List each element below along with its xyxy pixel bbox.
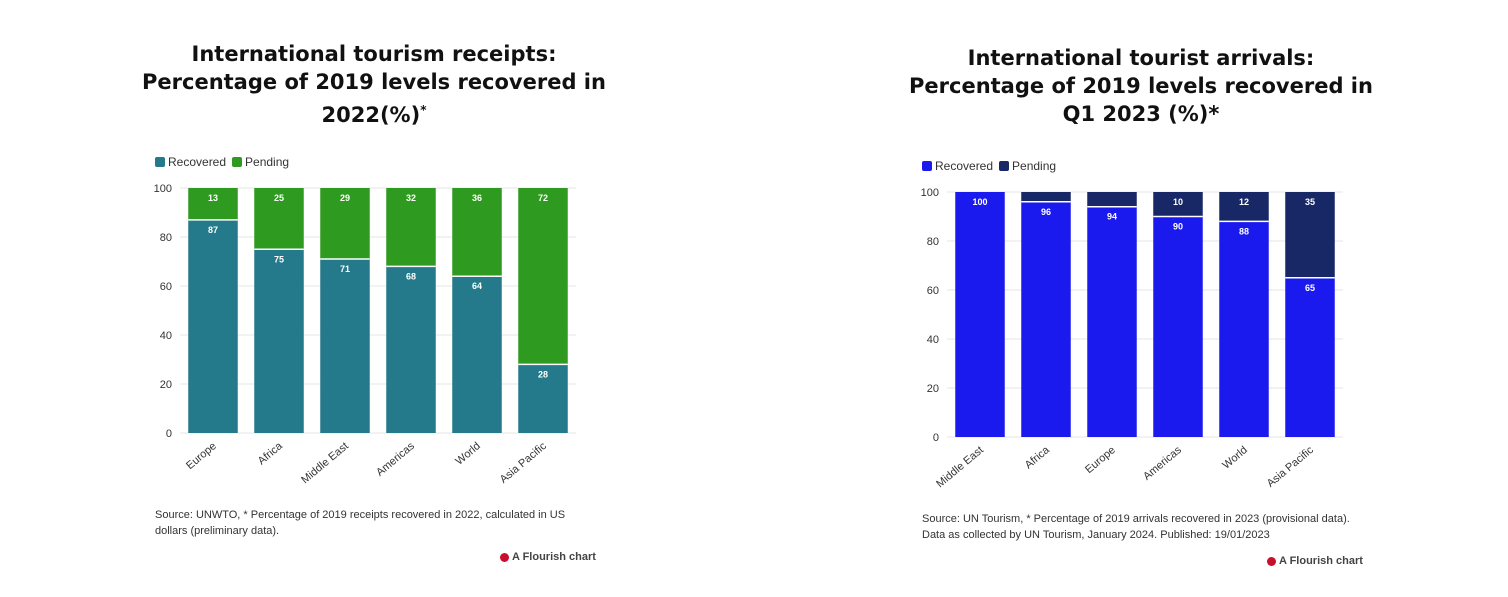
bar-recovered xyxy=(386,266,436,433)
bar-recovered xyxy=(955,192,1005,437)
title-superscript: * xyxy=(420,103,427,117)
y-tick-label: 20 xyxy=(927,383,939,395)
data-label-recovered: 64 xyxy=(472,281,482,291)
data-label-recovered: 71 xyxy=(340,264,350,274)
bar-pending xyxy=(1021,192,1071,202)
x-tick-label: Europe xyxy=(1083,444,1118,476)
flourish-logo-icon xyxy=(1267,556,1276,566)
y-tick-label: 60 xyxy=(927,285,939,297)
bar-recovered xyxy=(1021,201,1071,437)
data-label-pending: 29 xyxy=(340,193,350,203)
legend: Recovered Pending xyxy=(155,155,295,169)
data-label-recovered: 88 xyxy=(1239,226,1249,236)
bar-pending xyxy=(1153,192,1203,217)
bar-recovered xyxy=(188,219,238,433)
legend-item-pending[interactable]: Pending xyxy=(232,155,289,169)
data-label-recovered: 28 xyxy=(538,369,548,379)
y-tick-label: 100 xyxy=(921,187,939,199)
y-tick-label: 60 xyxy=(160,281,172,293)
data-label-recovered: 96 xyxy=(1041,207,1051,217)
source-note: Source: UN Tourism, * Percentage of 2019… xyxy=(922,513,1350,541)
data-label-recovered: 90 xyxy=(1173,222,1183,232)
x-tick-label: World xyxy=(1220,444,1250,472)
source-note: Source: UNWTO, * Percentage of 2019 rece… xyxy=(155,509,566,537)
x-tick-label: Asia Pacific xyxy=(498,440,550,486)
bar-pending xyxy=(254,188,304,250)
title-line-3: Q1 2023 (%)* xyxy=(1062,102,1220,126)
bar-pending xyxy=(386,188,436,267)
x-tick-label: Middle East xyxy=(299,440,351,486)
y-tick-label: 80 xyxy=(160,232,172,244)
y-tick-label: 80 xyxy=(927,236,939,248)
legend: Recovered Pending xyxy=(922,159,1062,173)
title-line-2: Percentage of 2019 levels recovered in xyxy=(142,70,606,94)
data-label-recovered: 75 xyxy=(274,254,284,264)
x-tick-label: Asia Pacific xyxy=(1265,444,1317,490)
legend-item-recovered[interactable]: Recovered xyxy=(155,155,226,169)
data-label-recovered: 94 xyxy=(1107,212,1117,222)
chart-title: International tourist arrivals: Percenta… xyxy=(901,44,1381,128)
x-tick-label: Africa xyxy=(1023,444,1053,472)
data-label-pending: 72 xyxy=(538,193,548,203)
bar-pending xyxy=(518,188,568,365)
flourish-logo-icon xyxy=(500,552,509,562)
x-tick-label: Europe xyxy=(184,440,219,472)
legend-item-recovered[interactable]: Recovered xyxy=(922,159,993,173)
bar-pending xyxy=(1087,192,1137,207)
data-label-pending: 36 xyxy=(472,193,482,203)
bar-pending xyxy=(452,188,502,277)
y-tick-label: 40 xyxy=(160,330,172,342)
bar-recovered xyxy=(1087,206,1137,437)
data-label-pending: 32 xyxy=(406,193,416,203)
legend-item-pending[interactable]: Pending xyxy=(999,159,1056,173)
data-label-recovered: 100 xyxy=(972,197,987,207)
y-tick-label: 0 xyxy=(166,428,172,440)
title-line-1: International tourist arrivals: xyxy=(967,46,1315,70)
bar-recovered xyxy=(320,259,370,433)
bar-chart-arrivals: 0 20 40 60 80 100 100 Middle East 96 Africa 94 Euro… xyxy=(921,187,1343,490)
data-label-pending: 13 xyxy=(208,193,218,203)
y-tick-label: 40 xyxy=(927,334,939,346)
data-label-pending: 35 xyxy=(1305,197,1315,207)
data-label-pending: 12 xyxy=(1239,197,1249,207)
bar-chart-receipts: 0 20 40 60 80 100 87 13 Europe 75 25 Africa 71 29 Midd… xyxy=(154,183,576,486)
bar-recovered xyxy=(1219,221,1269,437)
bar-recovered xyxy=(518,364,568,433)
bar-pending xyxy=(1219,192,1269,222)
y-tick-label: 0 xyxy=(933,432,939,444)
x-tick-label: Middle East xyxy=(934,444,986,490)
flourish-credit[interactable]: A Flourish chart xyxy=(500,551,596,563)
bar-pending xyxy=(188,188,238,220)
legend-swatch xyxy=(232,157,243,167)
legend-swatch xyxy=(999,161,1010,171)
flourish-credit[interactable]: A Flourish chart xyxy=(1267,555,1363,567)
chart-title: International tourism receipts: Percenta… xyxy=(134,40,614,129)
data-label-pending: 25 xyxy=(274,193,284,203)
data-label-pending: 10 xyxy=(1173,197,1183,207)
data-label-recovered: 68 xyxy=(406,271,416,281)
bar-recovered xyxy=(1153,216,1203,437)
legend-swatch xyxy=(922,161,932,171)
title-line-3: 2022(%) xyxy=(321,103,421,127)
y-tick-label: 20 xyxy=(160,379,172,391)
x-tick-label: World xyxy=(453,440,483,468)
data-label-recovered: 65 xyxy=(1305,283,1315,293)
x-tick-label: Americas xyxy=(374,440,417,479)
title-line-2: Percentage of 2019 levels recovered in xyxy=(909,74,1373,98)
data-label-recovered: 87 xyxy=(208,225,218,235)
bar-recovered xyxy=(1285,277,1335,437)
y-tick-label: 100 xyxy=(154,183,172,195)
title-line-1: International tourism receipts: xyxy=(191,42,557,66)
bar-pending xyxy=(320,188,370,260)
bar-recovered xyxy=(254,249,304,433)
bar-recovered xyxy=(452,276,502,433)
x-tick-label: Americas xyxy=(1141,444,1184,483)
bar-pending xyxy=(1285,192,1335,278)
legend-swatch xyxy=(155,157,165,167)
x-tick-label: Africa xyxy=(256,440,286,468)
